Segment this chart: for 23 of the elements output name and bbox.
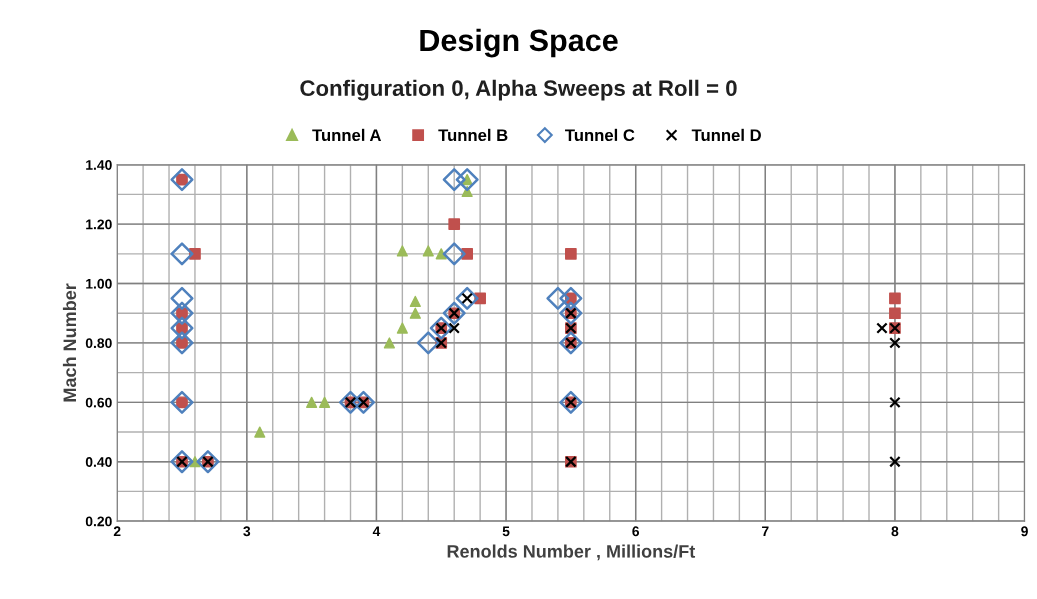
x-tick-label: 7 <box>762 526 769 537</box>
x-tick-label: 9 <box>1021 526 1028 537</box>
legend-label: Tunnel C <box>565 128 635 142</box>
y-axis-title: Mach Number <box>62 283 77 402</box>
y-tick-label: 0.80 <box>85 338 112 349</box>
y-tick-label: 0.20 <box>85 516 112 527</box>
legend-label: Tunnel D <box>691 128 761 142</box>
x-tick-label: 8 <box>891 526 899 537</box>
y-tick-label: 0.60 <box>85 397 112 408</box>
legend-label: Tunnel A <box>312 128 382 142</box>
x-tick-label: 2 <box>113 526 121 537</box>
legend-label: Tunnel B <box>438 128 508 142</box>
x-tick-label: 6 <box>632 526 640 537</box>
x-axis-title: Renolds Number , Millions/Ft <box>447 544 696 561</box>
y-tick-label: 1.40 <box>86 160 112 170</box>
y-tick-label: 1.00 <box>86 278 112 289</box>
chart-title: Design Space <box>420 28 618 58</box>
y-tick-label: 0.40 <box>85 457 112 467</box>
x-tick-label: 3 <box>243 526 251 537</box>
x-tick-label: 5 <box>502 526 510 537</box>
chart-subtitle: Configuration 0, Alpha Sweeps at Roll = 0 <box>300 79 737 101</box>
x-tick-label: 4 <box>372 526 381 537</box>
y-tick-label: 1.20 <box>86 219 112 230</box>
